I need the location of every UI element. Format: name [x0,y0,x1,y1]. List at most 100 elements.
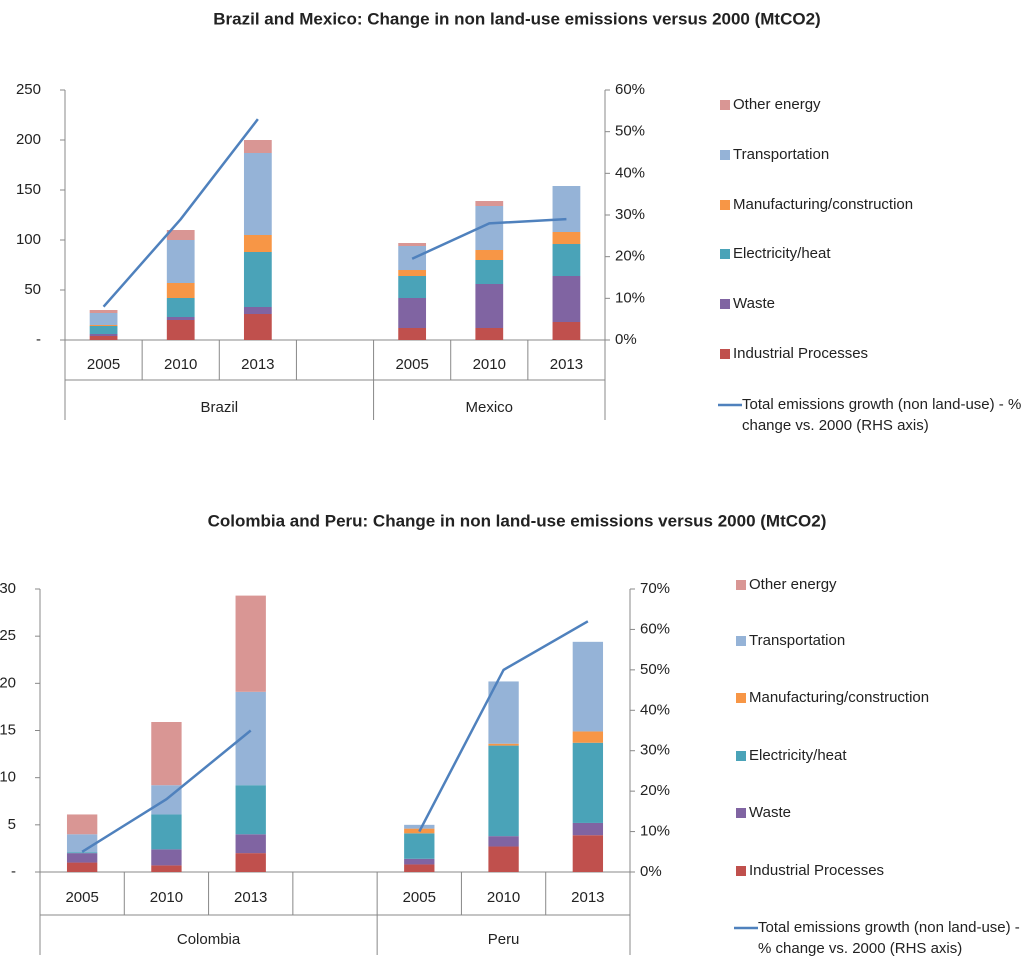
bar-segment [572,731,604,743]
legend-label: Manufacturing/construction [733,196,913,213]
legend-label: Waste [733,295,775,312]
x-tick-label: 2005 [87,356,120,373]
bar-segment [66,814,98,835]
legend-label-box: Total emissions growth (non land-use) - … [742,396,1022,434]
bar-segment [235,785,266,835]
bar-segment [404,824,435,829]
group-label: Brazil [201,399,239,416]
legend-swatch [736,580,746,590]
y-tick-label: - [36,331,41,348]
y-tick-label: 150 [16,181,41,198]
bar-segment [572,835,604,872]
legend-swatch [720,200,730,210]
x-tick-label: 2013 [571,889,604,906]
legend-swatch [720,349,730,359]
bar-segment [235,595,266,692]
y-tick-label: 250 [16,81,41,98]
legend-label: Total emissions growth (non land-use) - … [742,396,1022,434]
bar-segment [166,283,195,298]
bar-segment [66,834,98,853]
bar-segment [151,814,182,850]
bar-segment [488,846,519,872]
group-label: Mexico [466,399,514,416]
bar-segment [66,852,98,854]
bar-segment [475,260,504,284]
legend-swatch [736,866,746,876]
x-tick-label: 2010 [473,356,506,373]
bar-segment [572,742,604,823]
legend-label: Transportation [749,632,845,649]
bar-segment [475,328,504,340]
bar-segment [243,235,272,252]
legend-swatch [736,636,746,646]
legend-label: Industrial Processes [749,862,884,879]
y2-tick-label: 0% [640,863,662,880]
legend-label: Transportation [733,146,829,163]
legend-swatch [720,150,730,160]
bar-segment [572,822,604,836]
bar-segment [552,322,581,340]
x-tick-label: 2010 [150,889,183,906]
group-label: Colombia [177,931,241,948]
legend-label: Electricity/heat [733,245,831,262]
bar-segment [475,250,504,260]
x-tick-label: 2010 [487,889,520,906]
y-tick-label: 20 [0,674,16,691]
bar-segment [151,865,182,872]
y-tick-label: 25 [0,627,16,644]
x-tick-label: 2005 [403,889,436,906]
y2-tick-label: 10% [640,823,670,840]
bar-segment [488,743,519,746]
bar-segment [398,243,427,246]
bar-segment [235,834,266,854]
bar-segment [166,317,195,320]
bar-segment [398,276,427,298]
legend-label-box: Total emissions growth (non land-use) - … [758,919,1020,957]
bar-segment [89,334,118,336]
bar-segment [488,836,519,847]
bar-segment [572,641,604,732]
legend-swatch [720,299,730,309]
y-tick-label: - [11,863,16,880]
bar-segment [552,186,581,232]
y2-tick-label: 70% [640,580,670,597]
bar-segment [404,833,435,859]
bar-segment [475,201,504,206]
legend-swatch [736,693,746,703]
bar-segment [89,336,118,340]
legend-label: Other energy [733,96,821,113]
legend-label: Manufacturing/construction [749,689,929,706]
x-tick-label: 2005 [65,889,98,906]
bar-segment [151,849,182,866]
bar-segment [398,270,427,276]
bar-segment [151,722,182,786]
legend-label: Electricity/heat [749,747,847,764]
bar-segment [552,232,581,244]
bar-segment [166,230,195,240]
legend-label: Other energy [749,576,837,593]
bar-segment [235,853,266,872]
y2-tick-label: 0% [615,331,637,348]
y2-tick-label: 30% [640,742,670,759]
y2-tick-label: 60% [640,620,670,637]
bar-segment [243,153,272,235]
y-tick-label: 30 [0,580,16,597]
bar-segment [398,298,427,328]
y-tick-label: 15 [0,721,16,738]
bar-segment [243,252,272,307]
bar-segment [89,326,118,334]
y2-tick-label: 60% [615,81,645,98]
chart-title: Brazil and Mexico: Change in non land-us… [213,9,820,28]
bar-segment [398,328,427,340]
y-tick-label: 5 [8,816,16,833]
x-tick-label: 2013 [241,356,274,373]
bar-segment [488,745,519,837]
chart-title: Colombia and Peru: Change in non land-us… [208,511,827,530]
legend-swatch [720,100,730,110]
y-tick-label: 10 [0,769,16,786]
bar-segment [552,244,581,276]
legend-swatch [720,249,730,259]
bar-segment [66,853,98,863]
bar-segment [166,320,195,340]
